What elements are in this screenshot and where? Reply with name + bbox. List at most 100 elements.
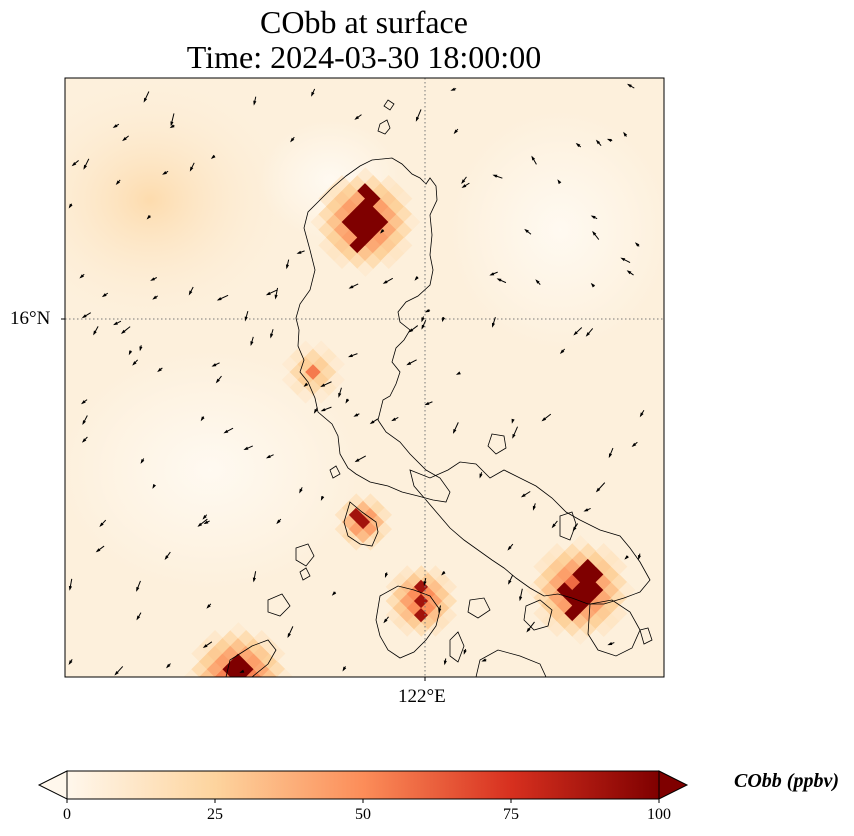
- hotspot-cell: [207, 708, 223, 724]
- hotspot-cell: [199, 700, 215, 716]
- wind-arrow: [585, 328, 594, 337]
- wind-arrow: [82, 415, 88, 426]
- emission-hotspots: [183, 167, 636, 732]
- wind-arrow: [211, 362, 220, 367]
- wind-arrow: [637, 553, 642, 560]
- wind-arrow: [461, 176, 467, 185]
- wind-arrow: [128, 350, 133, 356]
- wind-arrow: [531, 155, 537, 165]
- wind-arrow: [290, 136, 295, 143]
- coastlines: [225, 99, 653, 677]
- wind-arrow: [453, 128, 459, 135]
- hotspot-cell: [222, 692, 238, 708]
- hotspot-cell: [206, 676, 224, 677]
- hotspot-cell: [215, 700, 231, 716]
- wind-arrow: [203, 520, 210, 525]
- wind-arrow: [93, 326, 99, 336]
- wind-arrow: [139, 345, 143, 352]
- wind-arrow: [406, 359, 417, 366]
- wind-arrow: [244, 310, 249, 322]
- wind-arrow: [150, 277, 158, 281]
- wind-arrow: [354, 455, 366, 463]
- wind-arrow: [520, 491, 531, 498]
- wind-arrow: [202, 514, 208, 520]
- hotspot-cell: [207, 692, 223, 708]
- wind-arrow: [443, 658, 447, 666]
- hotspot-cell: [328, 371, 345, 388]
- coast-south-luzon: [409, 461, 651, 605]
- hotspot-cell: [230, 716, 246, 732]
- hotspot-cell: [254, 692, 270, 708]
- field-clean-air-northeast: [450, 110, 664, 350]
- coast-masbate: [523, 599, 553, 631]
- wind-arrow: [270, 329, 274, 339]
- wind-arrow: [421, 316, 425, 323]
- hotspot-cell: [253, 676, 270, 677]
- colorbar-extend-max: [658, 770, 689, 800]
- colorbar-tick-label-0: 0: [63, 806, 71, 823]
- hotspot-cell: [246, 700, 262, 716]
- hotspot-cell: [191, 676, 208, 677]
- wind-arrow: [274, 287, 279, 300]
- wind-arrow: [354, 114, 362, 120]
- wind-vectors: [68, 83, 645, 676]
- wind-arrow: [624, 555, 629, 560]
- colorbar-label: CObb (ppbv): [734, 770, 839, 792]
- wind-arrow: [519, 588, 523, 602]
- wind-arrow: [353, 413, 360, 417]
- wind-arrow: [450, 87, 457, 91]
- wind-arrow: [200, 416, 205, 422]
- hotspot-cell: [222, 708, 238, 724]
- wind-arrow: [243, 445, 253, 451]
- wind-arrow: [627, 83, 635, 89]
- wind-arrow: [491, 317, 496, 328]
- colorbar-tick-label-50: 50: [355, 806, 371, 823]
- hotspot-cell: [215, 684, 231, 700]
- wind-arrow: [424, 401, 433, 406]
- wind-arrow: [607, 641, 615, 646]
- coast-panay-north: [475, 649, 547, 677]
- wind-arrow: [551, 520, 558, 529]
- wind-arrow: [382, 277, 394, 284]
- wind-arrow: [455, 371, 461, 375]
- coast-northern-luzon: [295, 157, 451, 503]
- wind-arrow: [68, 578, 73, 591]
- wind-arrow: [414, 276, 419, 281]
- wind-arrow: [166, 663, 171, 669]
- map-title-line2: Time: 2024-03-30 18:00:00: [186, 39, 542, 75]
- coast-samar: [587, 599, 641, 657]
- coast-islet-polillo: [487, 433, 507, 455]
- wind-arrow: [188, 286, 194, 296]
- wind-arrow: [384, 572, 389, 578]
- wind-arrow: [83, 158, 90, 170]
- wind-arrow: [320, 495, 325, 501]
- wind-arrow: [532, 503, 536, 511]
- hotspot-cell: [269, 676, 286, 677]
- hotspot-cell: [261, 684, 277, 700]
- coast-tablas: [449, 631, 465, 663]
- hotspot-cell: [261, 700, 277, 716]
- wind-arrow: [380, 229, 385, 234]
- wind-arrow: [512, 426, 519, 439]
- wind-arrow: [285, 259, 290, 270]
- wind-arrow: [441, 570, 446, 576]
- wind-arrow: [541, 413, 552, 422]
- wind-arrow: [157, 367, 163, 373]
- wind-arrow: [331, 591, 337, 596]
- hotspot-cell: [191, 692, 207, 708]
- wind-arrow: [442, 316, 446, 323]
- wind-arrow: [101, 292, 109, 298]
- map-frame: [64, 77, 665, 678]
- coast-islet-north: [377, 119, 391, 135]
- wind-arrow: [170, 113, 175, 127]
- wind-arrow: [507, 543, 514, 551]
- wind-arrow: [608, 447, 614, 459]
- wind-arrow: [210, 154, 216, 159]
- wind-arrow: [252, 571, 257, 583]
- wind-arrow: [626, 270, 634, 276]
- wind-arrow: [634, 242, 640, 247]
- wind-arrow: [68, 203, 73, 209]
- hotspot-northern-luzon-ilocos: [310, 167, 421, 277]
- coast-bataan: [343, 501, 379, 547]
